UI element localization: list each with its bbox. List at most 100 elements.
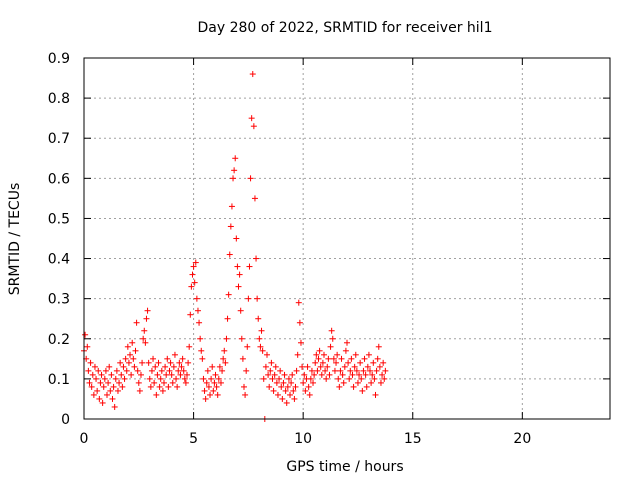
data-point xyxy=(268,359,275,366)
tick-marks xyxy=(83,57,610,420)
data-point xyxy=(144,307,151,314)
data-point xyxy=(330,355,337,362)
data-point xyxy=(152,363,159,370)
data-point xyxy=(159,387,166,394)
data-point xyxy=(291,395,298,402)
data-point xyxy=(96,395,103,402)
data-point xyxy=(347,367,354,374)
data-point xyxy=(333,359,340,366)
data-point xyxy=(359,387,366,394)
data-point xyxy=(107,387,114,394)
data-point xyxy=(207,391,214,398)
data-point xyxy=(194,307,201,314)
data-point xyxy=(251,195,258,202)
data-point xyxy=(128,371,135,378)
data-point xyxy=(165,383,172,390)
chart-title: Day 280 of 2022, SRMTID for receiver hil… xyxy=(198,20,493,36)
data-point xyxy=(365,351,372,358)
y-tick-label: 0.3 xyxy=(48,292,70,308)
data-point xyxy=(295,299,302,306)
data-point xyxy=(222,359,229,366)
data-point xyxy=(284,383,291,390)
data-point xyxy=(301,371,308,378)
data-point xyxy=(119,383,126,390)
data-point xyxy=(285,375,292,382)
y-tick-label: 0.7 xyxy=(48,131,70,147)
data-point xyxy=(158,367,165,374)
data-point xyxy=(216,363,223,370)
data-point xyxy=(328,327,335,334)
data-point xyxy=(91,363,98,370)
data-point xyxy=(372,391,379,398)
data-point xyxy=(217,379,224,386)
data-point xyxy=(331,367,338,374)
grid-layer xyxy=(84,58,610,419)
data-point xyxy=(342,347,349,354)
data-point xyxy=(304,363,311,370)
data-point xyxy=(185,359,192,366)
data-point xyxy=(133,319,140,326)
data-point xyxy=(369,371,376,378)
data-point xyxy=(311,371,318,378)
data-point xyxy=(345,359,352,366)
data-point xyxy=(93,375,100,382)
data-point xyxy=(106,363,113,370)
data-point xyxy=(367,367,374,374)
data-point xyxy=(282,387,289,394)
tick-labels: 0 0.1 0.2 0.3 0.4 0.5 0.6 0.7 0.8 0.9 0 5 10 15 20 xyxy=(48,51,532,447)
data-point xyxy=(145,359,152,366)
data-point xyxy=(190,263,197,270)
y-axis-label: SRMTID / TECUs xyxy=(7,183,23,296)
data-point xyxy=(223,335,230,342)
data-point xyxy=(97,379,104,386)
data-point xyxy=(164,355,171,362)
data-point xyxy=(253,255,260,262)
data-point xyxy=(329,335,336,342)
data-point xyxy=(212,371,219,378)
data-point xyxy=(123,367,130,374)
data-point xyxy=(312,359,319,366)
data-point xyxy=(134,367,141,374)
data-point xyxy=(377,379,384,386)
data-point xyxy=(130,355,137,362)
data-point xyxy=(215,375,222,382)
data-point xyxy=(82,331,89,338)
data-point xyxy=(163,371,170,378)
data-point xyxy=(288,379,295,386)
data-point xyxy=(269,375,276,382)
data-point xyxy=(300,379,307,386)
data-point xyxy=(243,367,250,374)
data-point xyxy=(319,359,326,366)
data-point xyxy=(186,343,193,350)
data-point xyxy=(290,387,297,394)
data-point xyxy=(340,379,347,386)
data-point xyxy=(260,375,267,382)
data-point xyxy=(380,359,387,366)
data-point xyxy=(197,335,204,342)
data-point xyxy=(84,343,91,350)
data-point xyxy=(116,379,123,386)
data-point xyxy=(225,291,232,298)
x-tick-label: 0 xyxy=(80,431,89,447)
data-point xyxy=(236,271,243,278)
data-point xyxy=(279,395,286,402)
data-point xyxy=(181,375,188,382)
data-point xyxy=(226,251,233,258)
x-tick-label: 10 xyxy=(294,431,312,447)
data-point xyxy=(210,387,217,394)
data-point xyxy=(180,367,187,374)
data-point xyxy=(227,223,234,230)
data-point xyxy=(364,363,371,370)
data-point xyxy=(339,371,346,378)
data-point xyxy=(334,351,341,358)
data-point xyxy=(100,383,107,390)
data-point xyxy=(370,359,377,366)
data-point xyxy=(310,379,317,386)
data-point xyxy=(363,383,370,390)
data-point xyxy=(88,383,95,390)
data-point xyxy=(192,259,199,266)
data-point xyxy=(259,347,266,354)
data-point xyxy=(105,379,112,386)
data-point xyxy=(336,383,343,390)
data-point xyxy=(214,391,221,398)
